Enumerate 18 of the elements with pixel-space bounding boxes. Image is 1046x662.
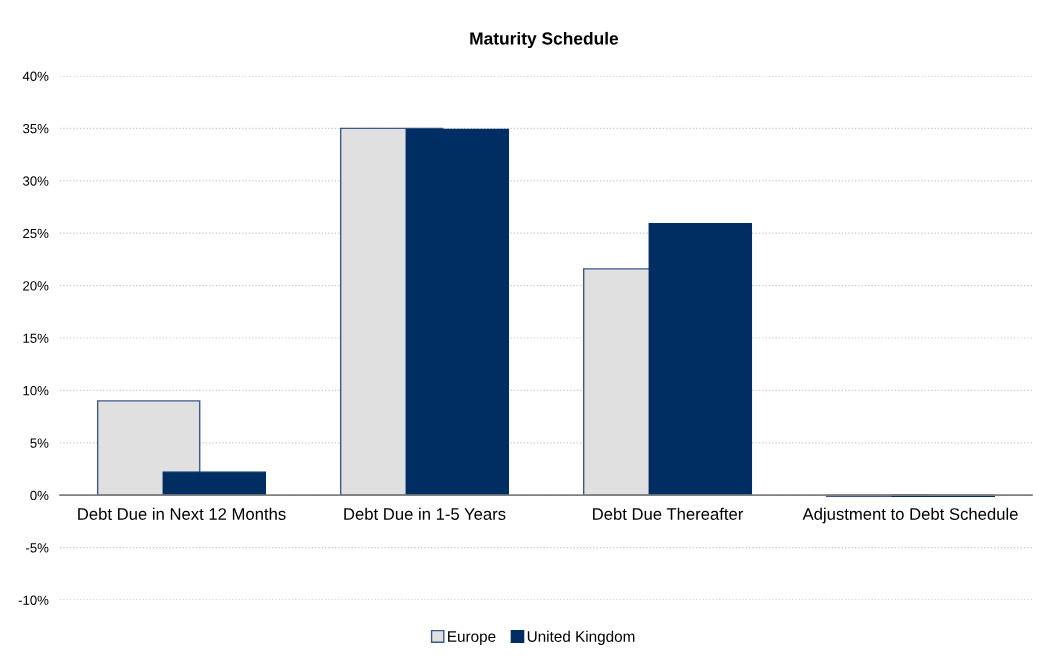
- y-tick-label: -5%: [26, 543, 49, 553]
- y-tick-label: 20%: [23, 281, 49, 291]
- chart-title: Maturity Schedule: [470, 31, 619, 49]
- y-tick-label: 5%: [30, 438, 49, 448]
- y-tick-label: 25%: [23, 228, 49, 239]
- legend-label: Europe: [448, 631, 496, 645]
- x-tick-label: Debt Due Thereafter: [593, 507, 744, 520]
- x-tick-label: Debt Due in 1-5 Years: [344, 507, 506, 520]
- y-tick-label: 30%: [22, 176, 49, 186]
- y-tick-label: 15%: [23, 333, 49, 343]
- y-tick-label: -10%: [18, 595, 49, 605]
- x-tick-label: Debt Due in Next 12 Months: [78, 507, 286, 520]
- x-tick-label: Adjustment to Debt Schedule: [802, 507, 1018, 524]
- legend-label: United Kingdom: [527, 630, 635, 645]
- y-tick-label: 10%: [23, 385, 49, 396]
- y-tick-label: 35%: [22, 123, 49, 134]
- y-tick-label: 0%: [30, 490, 49, 501]
- y-tick-label: 40%: [22, 71, 49, 81]
